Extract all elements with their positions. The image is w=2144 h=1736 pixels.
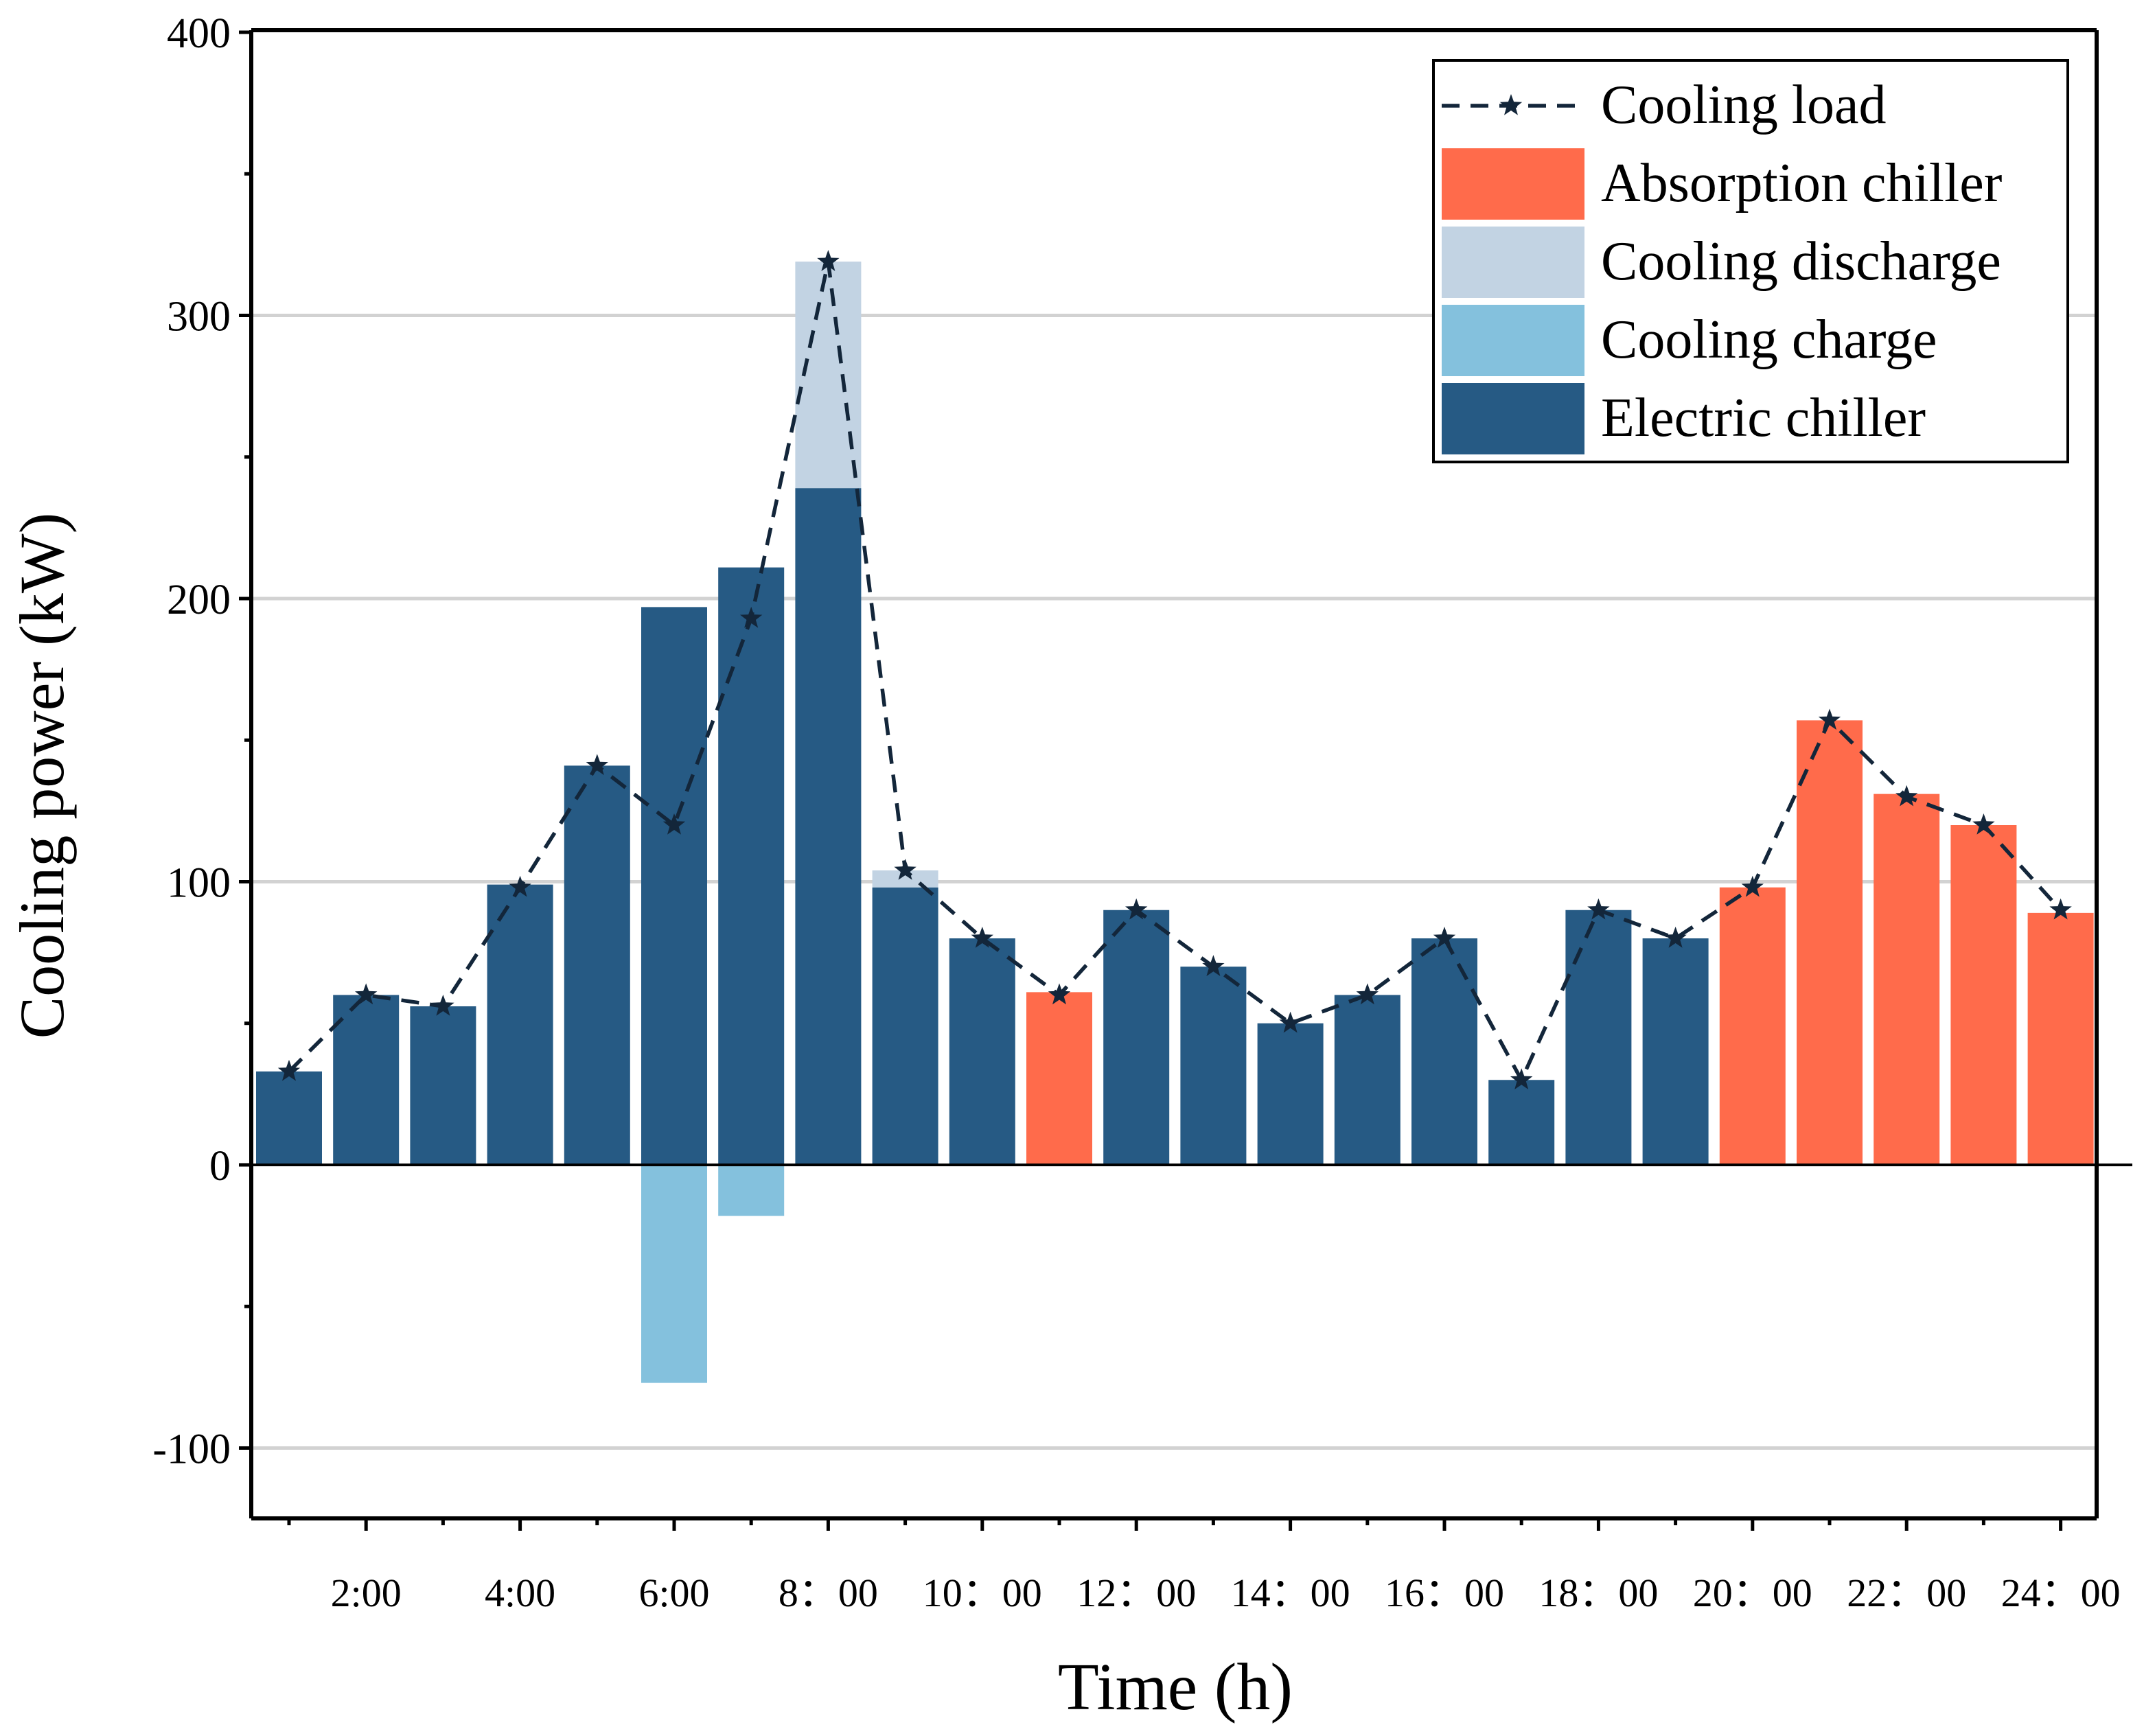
cooling-load-marker-8 bbox=[817, 250, 840, 271]
axes bbox=[239, 28, 2132, 1531]
grid-lines bbox=[251, 314, 2097, 1450]
x-tick-label: 16：00 bbox=[1385, 1571, 1504, 1615]
bar-absorption-chiller-20 bbox=[1719, 887, 1786, 1165]
cooling-load-marker-7 bbox=[740, 606, 763, 628]
bar-absorption-chiller-24 bbox=[2027, 912, 2094, 1165]
cooling-load-marker-12 bbox=[1125, 898, 1148, 920]
bar-absorption-chiller-11 bbox=[1026, 992, 1092, 1165]
legend-swatch bbox=[1442, 148, 1584, 220]
bars bbox=[256, 262, 2094, 1383]
legend-swatch bbox=[1442, 227, 1584, 298]
x-tick-label: 4:00 bbox=[485, 1571, 555, 1615]
bar-electric-chiller-10 bbox=[949, 938, 1015, 1165]
bar-electric-chiller-8 bbox=[795, 488, 862, 1165]
cooling-load-marker-9 bbox=[894, 859, 917, 880]
x-tick-label: 10：00 bbox=[923, 1571, 1042, 1615]
cooling-load-marker-15 bbox=[1356, 983, 1379, 1005]
legend-label: Absorption chiller bbox=[1601, 153, 2002, 213]
cooling-load-marker-14 bbox=[1279, 1011, 1302, 1033]
bar-electric-chiller-15 bbox=[1334, 995, 1400, 1165]
cooling-load-marker-20 bbox=[1741, 875, 1764, 897]
cooling-load-line bbox=[277, 250, 2072, 1089]
x-axis-label: Time (h) bbox=[1058, 1650, 1293, 1724]
bar-absorption-chiller-23 bbox=[1950, 825, 2017, 1165]
y-tick-label: -100 bbox=[152, 1426, 231, 1473]
bar-electric-chiller-1 bbox=[256, 1071, 322, 1165]
legend-star-marker bbox=[1499, 94, 1523, 115]
bar-electric-chiller-12 bbox=[1103, 910, 1170, 1165]
x-tick-label: 22：00 bbox=[1847, 1571, 1966, 1615]
legend-swatch bbox=[1442, 305, 1584, 376]
x-tick-label: 8：00 bbox=[779, 1571, 878, 1615]
legend: Cooling load Absorption chiller Cooling di… bbox=[1432, 59, 2069, 463]
legend-label: Cooling load bbox=[1601, 75, 1887, 135]
bar-electric-chiller-14 bbox=[1257, 1023, 1324, 1165]
bar-absorption-chiller-21 bbox=[1797, 720, 1863, 1165]
cooling-load-marker-11 bbox=[1048, 983, 1071, 1005]
x-tick-label: 6:00 bbox=[638, 1571, 709, 1615]
bar-electric-chiller-18 bbox=[1565, 910, 1632, 1165]
x-tick-label: 14：00 bbox=[1231, 1571, 1350, 1615]
x-tick-label: 20：00 bbox=[1693, 1571, 1812, 1615]
cooling-load-marker-2 bbox=[355, 983, 378, 1005]
bar-electric-chiller-17 bbox=[1488, 1080, 1555, 1165]
cooling-load-marker-10 bbox=[971, 927, 993, 948]
x-tick-label: 24：00 bbox=[2001, 1571, 2121, 1615]
cooling-load-marker-22 bbox=[1895, 785, 1918, 807]
bar-electric-chiller-16 bbox=[1411, 938, 1477, 1165]
bar-electric-chiller-7 bbox=[718, 567, 785, 1165]
cooling-load-marker-13 bbox=[1202, 955, 1225, 976]
y-tick-label: 100 bbox=[167, 860, 231, 907]
x-tick-label: 2:00 bbox=[331, 1571, 402, 1615]
bar-electric-chiller-3 bbox=[410, 1006, 476, 1165]
legend-label: Cooling discharge bbox=[1601, 231, 2001, 292]
bar-electric-chiller-2 bbox=[333, 995, 400, 1165]
bar-electric-chiller-13 bbox=[1180, 967, 1247, 1165]
bar-cooling-charge-6 bbox=[641, 1165, 707, 1383]
y-tick-label: 0 bbox=[209, 1143, 231, 1190]
y-tick-label: 300 bbox=[167, 294, 231, 340]
cooling-load-marker-1 bbox=[277, 1059, 301, 1081]
legend-label: Cooling charge bbox=[1601, 310, 1937, 370]
cooling-load-marker-21 bbox=[1818, 708, 1841, 730]
bar-electric-chiller-9 bbox=[872, 887, 938, 1165]
cooling-load-marker-4 bbox=[509, 875, 531, 897]
cooling-load-marker-3 bbox=[432, 995, 454, 1016]
x-tick-label: 18：00 bbox=[1538, 1571, 1658, 1615]
bar-cooling-discharge-8 bbox=[795, 262, 862, 489]
cooling-load-marker-23 bbox=[1972, 813, 1995, 835]
cooling-load-marker-5 bbox=[586, 754, 608, 776]
bar-electric-chiller-5 bbox=[564, 765, 630, 1165]
bar-electric-chiller-4 bbox=[487, 884, 553, 1165]
bar-electric-chiller-6 bbox=[641, 607, 707, 1165]
cooling-load-marker-24 bbox=[2049, 898, 2072, 920]
cooling-load-marker-6 bbox=[662, 813, 686, 835]
y-tick-label: 200 bbox=[167, 577, 231, 623]
y-tick-label: 400 bbox=[167, 10, 231, 57]
bar-absorption-chiller-22 bbox=[1874, 794, 1940, 1165]
tick-labels: -100 0 100 200 300 400 2:00 4:00 6:00 8：00 10：00 12… bbox=[152, 10, 2120, 1615]
bar-electric-chiller-19 bbox=[1642, 938, 1709, 1165]
cooling-load-marker-17 bbox=[1510, 1068, 1533, 1089]
bar-cooling-charge-7 bbox=[718, 1165, 785, 1216]
x-tick-label: 12：00 bbox=[1076, 1571, 1196, 1615]
legend-swatch bbox=[1442, 383, 1584, 454]
cooling-load-marker-18 bbox=[1587, 898, 1610, 920]
cooling-load-marker-16 bbox=[1433, 927, 1456, 948]
legend-label: Electric chiller bbox=[1601, 388, 1926, 448]
cooling-load-marker-19 bbox=[1664, 927, 1687, 948]
cooling-load-line-path bbox=[288, 261, 2062, 1085]
y-axis-label: Cooling power (kW) bbox=[7, 513, 77, 1039]
